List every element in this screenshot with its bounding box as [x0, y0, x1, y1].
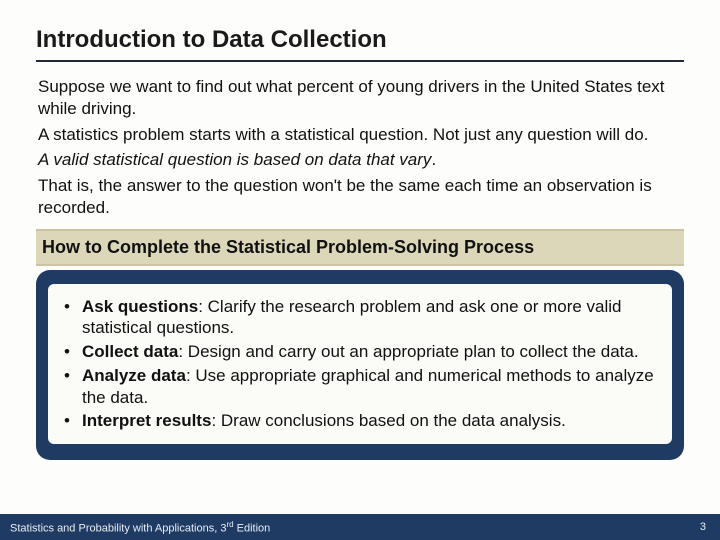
- slide: Introduction to Data Collection Suppose …: [0, 0, 720, 540]
- footer-ed-tail: Edition: [234, 522, 271, 534]
- page-title: Introduction to Data Collection: [36, 26, 684, 62]
- footer-book-title: Statistics and Probability with Applicat…: [10, 522, 226, 534]
- footer-book: Statistics and Probability with Applicat…: [10, 520, 270, 535]
- callout-box: Ask questions: Clarify the research prob…: [36, 270, 684, 461]
- footer: Statistics and Probability with Applicat…: [0, 514, 720, 540]
- step-rest: : Design and carry out an appropriate pl…: [178, 342, 638, 361]
- steps-list: Ask questions: Clarify the research prob…: [58, 296, 662, 433]
- step-rest: : Draw conclusions based on the data ana…: [211, 411, 565, 430]
- body-italic: A valid statistical question is based on…: [38, 150, 431, 169]
- step-term: Ask questions: [82, 297, 198, 316]
- step-term: Interpret results: [82, 411, 211, 430]
- body-paragraph-2: A statistics problem starts with a stati…: [36, 124, 684, 146]
- footer-page-number: 3: [700, 521, 706, 533]
- list-item: Interpret results: Draw conclusions base…: [82, 410, 662, 432]
- step-term: Analyze data: [82, 366, 186, 385]
- body-p3-tail: .: [431, 150, 436, 169]
- list-item: Collect data: Design and carry out an ap…: [82, 341, 662, 363]
- slide-inner: Introduction to Data Collection Suppose …: [0, 0, 720, 460]
- callout-box-inner: Ask questions: Clarify the research prob…: [48, 284, 672, 445]
- step-term: Collect data: [82, 342, 178, 361]
- section-header: How to Complete the Statistical Problem-…: [36, 229, 684, 266]
- footer-ed-suffix: rd: [226, 520, 233, 529]
- body-paragraph-4: That is, the answer to the question won'…: [36, 175, 684, 219]
- list-item: Analyze data: Use appropriate graphical …: [82, 365, 662, 409]
- list-item: Ask questions: Clarify the research prob…: [82, 296, 662, 340]
- body-paragraph-1: Suppose we want to find out what percent…: [36, 76, 684, 120]
- body-paragraph-3: A valid statistical question is based on…: [36, 149, 684, 171]
